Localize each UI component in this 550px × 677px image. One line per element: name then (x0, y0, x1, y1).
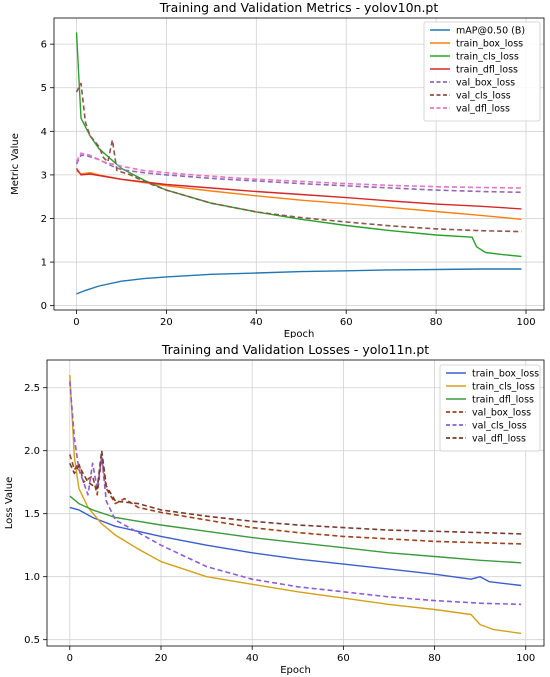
chart-title: Training and Validation Losses - yolo11n… (161, 342, 429, 357)
series-line-val-dfl-loss (69, 449, 522, 535)
series-line-val-box-loss (69, 454, 522, 545)
x-tick-label: 60 (340, 317, 353, 328)
series-line-train-dfl-loss (75, 168, 522, 210)
y-tick-label: 1.5 (24, 509, 40, 520)
y-tick-label: 6 (41, 40, 47, 51)
x-tick-label: 20 (160, 317, 173, 328)
x-tick-label: 100 (516, 653, 535, 664)
series-line-train-cls-loss (75, 32, 522, 258)
y-tick-label: 1 (41, 258, 47, 269)
legend-label: val_box_loss (472, 408, 531, 419)
legend-label: val_cls_loss (472, 421, 527, 432)
legend-label: val_dfl_loss (472, 434, 526, 445)
plot-frame (53, 17, 545, 311)
legend-label: val_cls_loss (456, 91, 511, 102)
x-tick-label: 20 (155, 653, 168, 664)
x-tick-label: 80 (430, 317, 443, 328)
series-line-val-box-loss (75, 154, 522, 194)
legend-label: train_cls_loss (456, 52, 519, 63)
series-line-val-dfl-loss (75, 152, 522, 189)
legend-box (423, 21, 541, 122)
y-tick-label: 4 (41, 127, 47, 138)
series-line-map-0-50-b- (76, 268, 522, 295)
x-tick-label: 40 (246, 653, 259, 664)
legend-label: mAP@0.50 (B) (456, 26, 525, 37)
y-tick-label: 2.5 (24, 383, 40, 394)
chart-title: Training and Validation Metrics - yolov1… (159, 0, 439, 15)
legend-label: train_cls_loss (472, 382, 535, 393)
plot-frame (46, 359, 545, 647)
x-tick-label: 60 (337, 653, 350, 664)
y-axis-label: Metric Value (10, 133, 21, 195)
x-tick-label: 40 (250, 317, 263, 328)
chart-yolo11n-losses: Training and Validation Losses - yolo11n… (4, 342, 545, 676)
x-tick-label: 80 (428, 653, 441, 664)
legend-label: train_box_loss (456, 39, 523, 50)
legend: mAP@0.50 (B) train_box_loss train_cls_loss… (423, 21, 541, 122)
x-axis-label: Epoch (280, 665, 311, 676)
x-tick-label: 100 (516, 317, 535, 328)
x-tick-label: 0 (73, 317, 79, 328)
legend: train_box_loss train_cls_loss train_dfl_lo… (439, 364, 541, 452)
y-tick-label: 2 (41, 214, 47, 225)
legend-label: train_dfl_loss (472, 395, 534, 406)
legend-label: train_box_loss (472, 369, 539, 380)
series-line-val-cls-loss (75, 82, 522, 233)
series-layer (69, 375, 522, 635)
y-tick-label: 3 (41, 170, 47, 181)
chart-yolov10n-metrics: Training and Validation Metrics - yolov1… (10, 0, 545, 338)
legend-label: val_box_loss (456, 78, 515, 89)
y-tick-label: 1.0 (24, 572, 40, 583)
series-line-train-box-loss (76, 169, 522, 220)
series-layer (75, 32, 522, 295)
legend-label: val_dfl_loss (456, 104, 510, 115)
y-tick-label: 0 (41, 301, 47, 312)
series-line-val-cls-loss (69, 381, 522, 606)
x-tick-label: 0 (67, 653, 73, 664)
legend-label: train_dfl_loss (456, 65, 518, 76)
x-axis-label: Epoch (284, 329, 315, 338)
y-tick-label: 2.0 (24, 446, 40, 457)
y-tick-label: 5 (41, 83, 47, 94)
y-tick-label: 0.5 (24, 635, 40, 646)
series-line-train-cls-loss (69, 375, 522, 635)
series-line-train-dfl-loss (69, 495, 522, 564)
y-axis-label: Loss Value (4, 477, 15, 530)
series-line-train-box-loss (69, 506, 522, 587)
